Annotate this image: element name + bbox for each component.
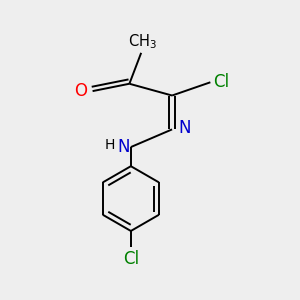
Text: CH$_3$: CH$_3$ bbox=[128, 32, 157, 51]
Text: H: H bbox=[104, 138, 115, 152]
Text: Cl: Cl bbox=[213, 73, 230, 91]
Text: O: O bbox=[74, 82, 87, 100]
Text: N: N bbox=[178, 119, 190, 137]
Text: Cl: Cl bbox=[123, 250, 139, 268]
Text: N: N bbox=[117, 138, 129, 156]
